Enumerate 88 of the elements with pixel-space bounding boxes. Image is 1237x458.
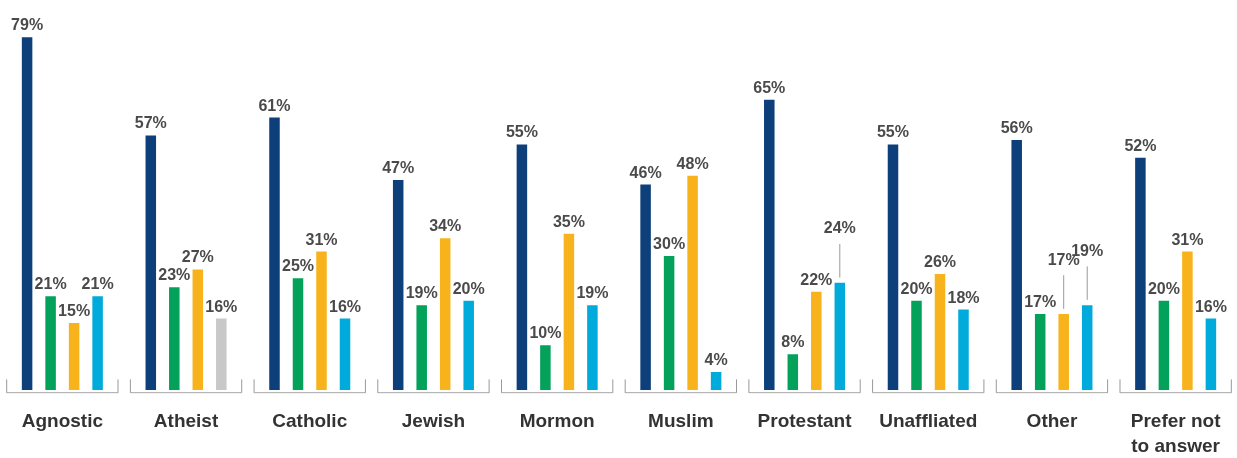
bar [811, 291, 822, 390]
data-label: 4% [704, 351, 728, 369]
data-label: 65% [753, 78, 786, 96]
bar [439, 238, 451, 390]
bar [787, 354, 799, 390]
bar [1011, 139, 1022, 390]
bar [216, 318, 227, 390]
bar [145, 135, 157, 390]
bar [640, 184, 651, 390]
bar [292, 278, 304, 390]
bar [192, 269, 204, 390]
bar [834, 282, 846, 390]
bar [269, 117, 280, 390]
data-label: 22% [800, 270, 833, 288]
data-label: 30% [653, 235, 686, 253]
data-label: 57% [134, 114, 167, 132]
x-tick-label: Other [1026, 409, 1078, 431]
bar [92, 296, 103, 390]
bar [540, 345, 551, 390]
bar [339, 318, 351, 390]
bar [710, 372, 722, 390]
data-label: 55% [505, 123, 538, 141]
data-label: 27% [181, 248, 214, 266]
bar [68, 323, 80, 390]
bar [316, 251, 327, 390]
data-label: 21% [81, 275, 114, 293]
bar [392, 180, 404, 390]
x-tick-label: Unaffliated [879, 409, 978, 431]
data-label: 47% [382, 159, 415, 177]
bar [463, 300, 474, 390]
data-label: 15% [58, 302, 91, 319]
bar [21, 37, 33, 390]
data-label: 19% [576, 284, 609, 302]
bar [1158, 300, 1170, 390]
data-label: 16% [205, 297, 238, 315]
data-label: 31% [305, 230, 338, 248]
data-label: 23% [158, 266, 191, 284]
x-tick-label: Jewish [401, 409, 466, 431]
data-label: 20% [900, 279, 933, 297]
data-label: 52% [1124, 136, 1157, 154]
data-label: 26% [923, 252, 957, 270]
x-tick-label: Muslim [648, 409, 714, 431]
data-label: 55% [876, 123, 910, 141]
bar [934, 273, 946, 390]
data-label: 48% [676, 154, 709, 172]
data-label: 20% [1147, 279, 1180, 297]
bar [587, 305, 598, 390]
x-tick-label: Atheist [153, 409, 219, 431]
bar [911, 300, 922, 390]
data-label: 19% [405, 284, 438, 302]
bar [687, 175, 698, 390]
data-label: 31% [1171, 230, 1204, 248]
data-label: 16% [1194, 297, 1227, 315]
x-tick-label: Agnostic [21, 409, 104, 431]
data-label: 61% [258, 96, 291, 114]
bar [1182, 251, 1193, 390]
bar [1058, 314, 1069, 390]
data-label: 21% [34, 275, 67, 293]
data-label: 10% [529, 324, 562, 342]
data-label: 25% [281, 257, 315, 275]
bar [1081, 305, 1093, 390]
x-tick-label: Catholic [272, 409, 348, 431]
bar [169, 287, 180, 390]
bar [764, 99, 775, 390]
data-label: 8% [781, 333, 805, 351]
x-tick-label: Mormon [519, 409, 595, 431]
bar [563, 233, 575, 390]
bar [1205, 318, 1217, 390]
data-label: 16% [328, 297, 362, 315]
data-label: 24% [823, 219, 856, 237]
bar [958, 309, 969, 390]
data-label: 35% [552, 212, 585, 230]
bar [416, 305, 427, 390]
bar [1034, 314, 1046, 390]
data-label: 20% [452, 279, 485, 297]
data-label: 56% [1000, 118, 1033, 136]
bar [45, 296, 56, 390]
bar [887, 144, 899, 390]
bar [516, 144, 528, 390]
data-label: 18% [947, 288, 980, 306]
data-label: 34% [429, 217, 462, 235]
bar [663, 256, 675, 390]
data-label: 79% [11, 16, 44, 34]
data-label: 17% [1024, 293, 1057, 311]
data-label: 46% [629, 163, 662, 181]
x-tick-label: Protestant [757, 409, 853, 431]
x-tick-label: Prefer not to answer [1130, 409, 1222, 456]
bar [1135, 157, 1146, 390]
